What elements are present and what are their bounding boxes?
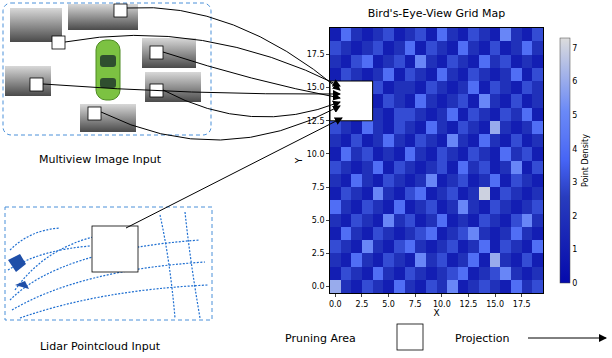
svg-text:6: 6 xyxy=(572,77,577,86)
svg-text:0: 0 xyxy=(572,279,577,288)
svg-text:5.0: 5.0 xyxy=(382,300,395,309)
svg-text:12.5: 12.5 xyxy=(307,117,325,126)
svg-text:10.0: 10.0 xyxy=(307,150,325,159)
svg-text:Lidar Pointcloud Input: Lidar Pointcloud Input xyxy=(40,340,161,353)
svg-text:10.0: 10.0 xyxy=(433,300,451,309)
svg-text:2.5: 2.5 xyxy=(356,300,369,309)
svg-text:15.0: 15.0 xyxy=(486,300,504,309)
svg-text:15.0: 15.0 xyxy=(307,83,325,92)
svg-text:7.5: 7.5 xyxy=(409,300,422,309)
svg-text:7.5: 7.5 xyxy=(312,183,325,192)
svg-text:Point Density: Point Density xyxy=(581,134,590,187)
svg-text:3: 3 xyxy=(572,178,577,187)
svg-text:Pruning Area: Pruning Area xyxy=(285,332,356,345)
svg-text:7: 7 xyxy=(572,44,577,53)
svg-text:Multiview Image Input: Multiview Image Input xyxy=(39,153,162,166)
svg-text:0.0: 0.0 xyxy=(312,282,325,291)
svg-text:17.5: 17.5 xyxy=(513,300,531,309)
svg-text:Projection: Projection xyxy=(455,332,509,345)
svg-text:X: X xyxy=(433,309,439,319)
svg-text:4: 4 xyxy=(572,145,577,154)
svg-text:Bird's-Eye-View Grid Map: Bird's-Eye-View Grid Map xyxy=(368,7,506,20)
svg-text:17.5: 17.5 xyxy=(307,50,325,59)
svg-text:1: 1 xyxy=(572,245,577,254)
svg-text:2: 2 xyxy=(572,212,577,221)
svg-text:2.5: 2.5 xyxy=(312,249,325,258)
svg-text:0.0: 0.0 xyxy=(329,300,342,309)
svg-text:5: 5 xyxy=(572,111,577,120)
svg-text:5.0: 5.0 xyxy=(312,216,325,225)
svg-text:Y: Y xyxy=(294,157,304,164)
svg-text:12.5: 12.5 xyxy=(460,300,478,309)
